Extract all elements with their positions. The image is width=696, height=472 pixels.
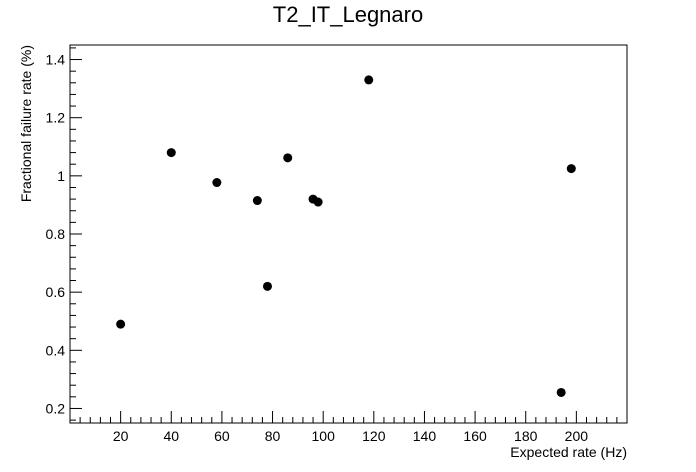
y-tick-label: 0.2 [46, 400, 66, 416]
y-tick-label: 1.2 [46, 110, 66, 126]
data-point [556, 387, 566, 397]
x-axis-label: Expected rate (Hz) [510, 444, 627, 460]
data-point [212, 178, 222, 188]
y-tick-label: 0.4 [46, 342, 66, 358]
plot-frame [69, 44, 628, 424]
y-tick-label: 1.4 [46, 52, 66, 68]
x-tick-label: 100 [312, 428, 336, 444]
y-tick-label: 0.8 [46, 226, 66, 242]
y-tick-label: 0.6 [46, 284, 66, 300]
data-point [364, 75, 374, 85]
x-tick-label: 200 [565, 428, 589, 444]
x-tick-label: 120 [362, 428, 386, 444]
x-tick-label: 40 [163, 428, 179, 444]
x-tick-label: 20 [113, 428, 129, 444]
data-point [313, 197, 323, 207]
data-point [252, 196, 262, 206]
chart-title: T2_IT_Legnaro [273, 2, 423, 27]
y-tick-label: 1 [57, 168, 65, 184]
data-points [116, 75, 576, 397]
x-tick-label: 140 [413, 428, 437, 444]
data-point [116, 319, 126, 329]
data-point [262, 281, 272, 291]
data-point [566, 164, 576, 174]
x-tick-label: 160 [463, 428, 487, 444]
x-tick-label: 80 [265, 428, 281, 444]
x-tick-label: 60 [214, 428, 230, 444]
data-point [166, 148, 176, 158]
x-tick-label: 180 [514, 428, 538, 444]
data-point [283, 153, 293, 163]
y-axis-label: Fractional failure rate (%) [18, 45, 34, 202]
y-axis: 0.2 0.4 0.6 0.8 1 1.2 1.4 [46, 47, 82, 421]
x-axis: 20 40 60 80 100 120 140 160 180 200 [79, 411, 618, 444]
